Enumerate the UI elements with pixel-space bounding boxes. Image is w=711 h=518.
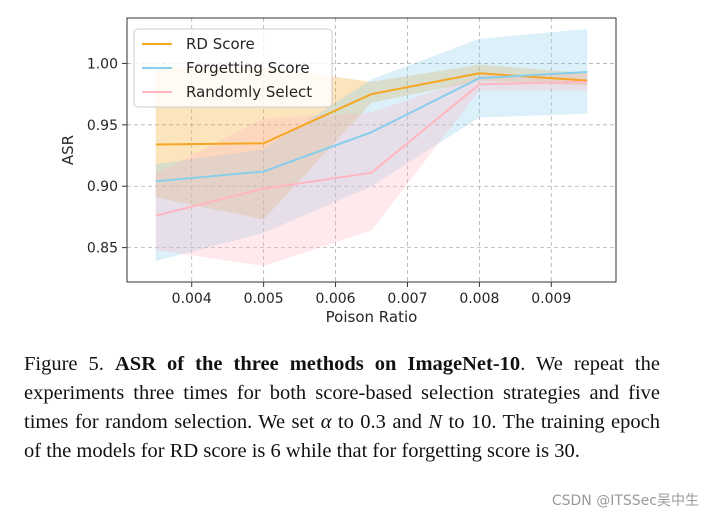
figure-label: Figure 5. (24, 353, 104, 375)
x-tick-label: 0.005 (244, 291, 284, 307)
legend-label: RD Score (186, 35, 255, 53)
n-symbol: N (428, 411, 443, 433)
legend: RD Score Forgetting Score Randomly Select (133, 28, 333, 108)
x-axis-label: Poison Ratio (326, 308, 418, 326)
x-tick-label: 0.009 (531, 291, 571, 307)
figure-caption: Figure 5. ASR of the three methods on Im… (24, 350, 660, 466)
confidence-band (155, 29, 588, 262)
x-tick-label: 0.006 (315, 291, 355, 307)
y-axis-label: ASR (59, 135, 77, 165)
series-lines (155, 71, 588, 217)
legend-label: Forgetting Score (186, 59, 310, 77)
y-tick-label: 0.95 (87, 118, 118, 134)
caption-title: ASR of the three methods on ImageNet-10 (114, 353, 521, 375)
caption-text-2: to 0.3 and (331, 411, 429, 433)
watermark: CSDN @ITSSec吴中生 (551, 493, 699, 509)
x-tick-label: 0.007 (387, 291, 427, 307)
legend-label: Randomly Select (186, 83, 312, 101)
legend-box (133, 28, 333, 108)
y-tick-label: 0.90 (87, 179, 118, 195)
y-tick-label: 0.85 (87, 241, 118, 257)
y-tick-label: 1.00 (87, 56, 118, 72)
series-line (155, 71, 588, 183)
plot-frame (126, 17, 617, 283)
caption-text-1: . We repeat the experiments three times … (24, 353, 660, 433)
series-line (155, 80, 588, 217)
caption-text-3: to 10. The training epoch of the models … (24, 411, 660, 462)
x-tick-label: 0.004 (172, 291, 212, 307)
alpha-symbol: α (320, 411, 332, 433)
x-tick-label: 0.008 (459, 291, 499, 307)
asr-line-chart: 0.004 0.005 0.006 0.007 0.008 0.009 0.85 0.90 0.… (59, 17, 617, 326)
confidence-band (155, 73, 588, 267)
axis-ticks: 0.004 0.005 0.006 0.007 0.008 0.009 0.85 0.90 0.… (87, 56, 571, 307)
